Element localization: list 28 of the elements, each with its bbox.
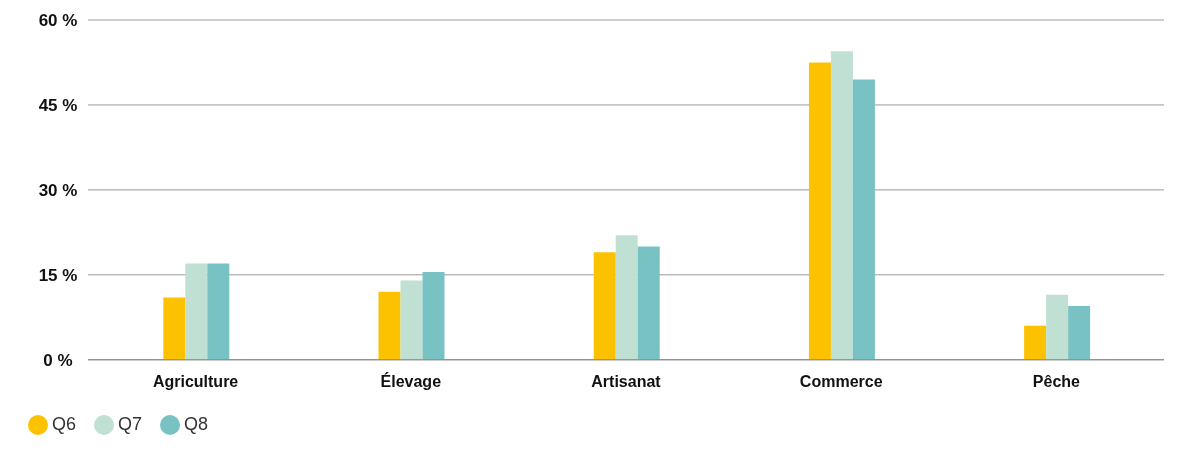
bar: [400, 280, 423, 360]
bar: [593, 252, 616, 360]
x-tick-label: Artisanat: [591, 373, 662, 391]
bar: [830, 51, 853, 360]
bar: [637, 246, 660, 360]
x-tick-label: Agriculture: [152, 373, 239, 391]
x-tick-label: Élevage: [380, 372, 442, 391]
bar: [185, 263, 208, 360]
bar: [1068, 305, 1091, 360]
x-tick-label: Commerce: [799, 373, 883, 391]
legend-label: Q8: [184, 413, 209, 434]
x-tick-label: Pêche: [1032, 373, 1081, 391]
legend-label: Q6: [52, 413, 77, 434]
y-tick-label: 45 %: [38, 95, 78, 115]
bar: [378, 291, 401, 360]
y-tick-label: 60 %: [38, 11, 78, 31]
bar: [1024, 325, 1047, 360]
bar: [852, 79, 875, 360]
legend-label: Q7: [118, 413, 143, 434]
bar: [1046, 294, 1069, 360]
y-tick-label: 0 %: [43, 350, 73, 370]
bar: [808, 62, 831, 360]
bar: [163, 297, 186, 360]
bar: [207, 263, 230, 360]
bar: [615, 235, 638, 360]
y-tick-label: 15 %: [38, 265, 78, 285]
bar: [422, 271, 445, 360]
y-tick-label: 30 %: [38, 180, 78, 200]
